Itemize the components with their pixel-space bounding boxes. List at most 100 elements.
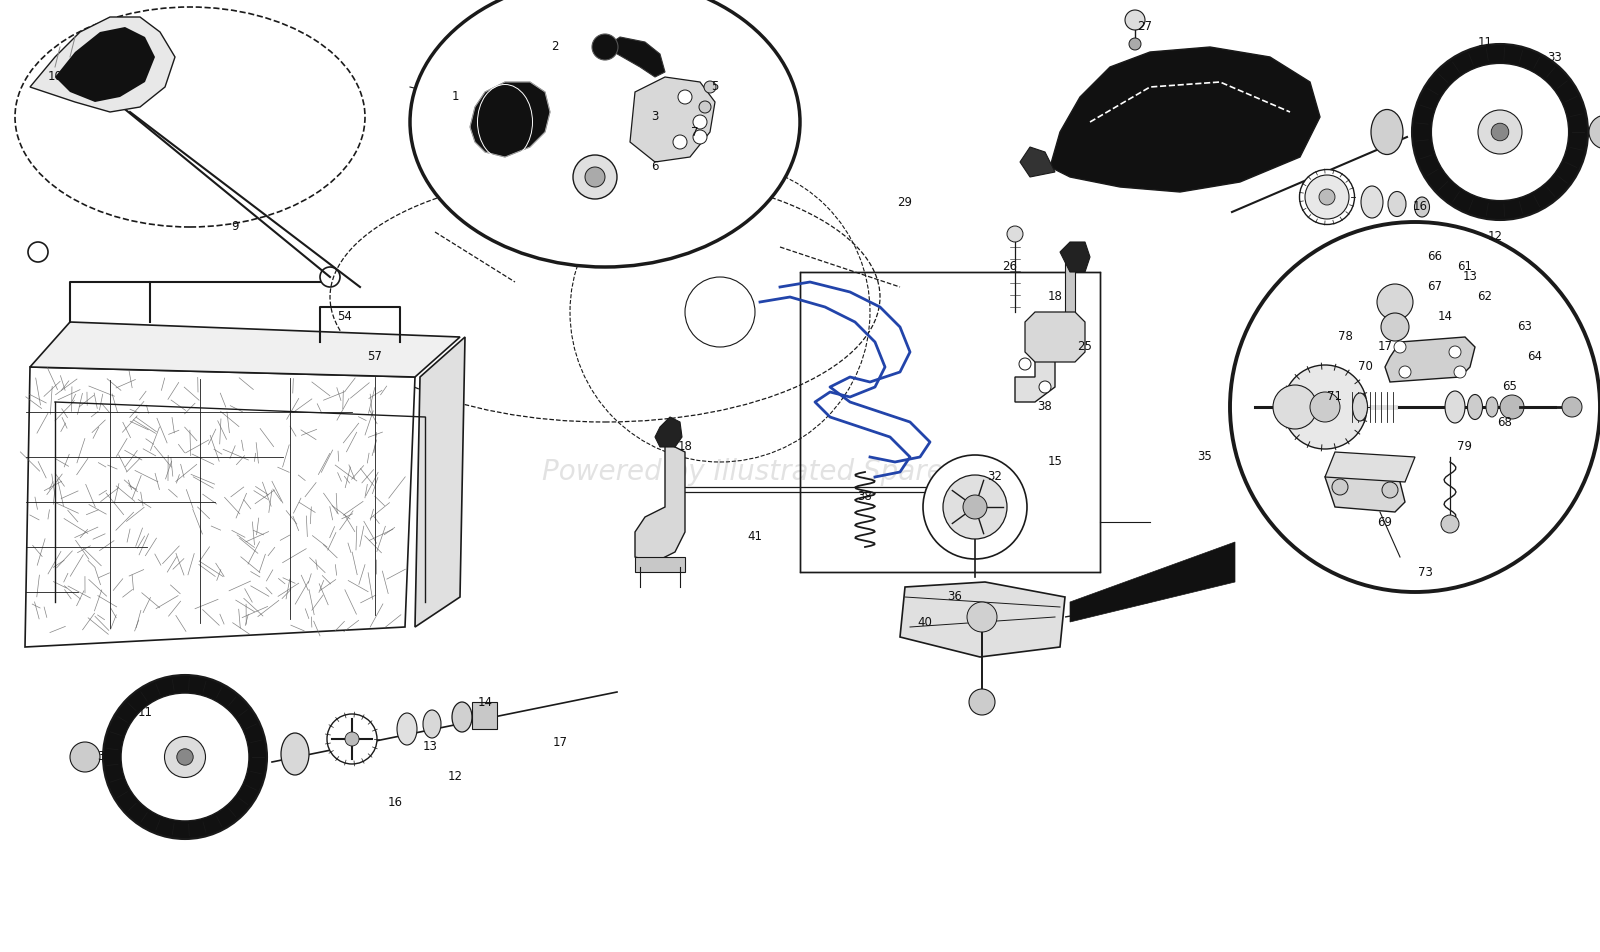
Text: 69: 69 (1378, 515, 1392, 528)
Circle shape (1381, 313, 1410, 341)
Text: 33: 33 (98, 750, 112, 764)
Text: 12: 12 (1488, 230, 1502, 244)
Text: 62: 62 (1477, 290, 1493, 304)
Text: 35: 35 (1198, 450, 1213, 464)
Text: 70: 70 (1357, 361, 1373, 373)
Circle shape (1378, 284, 1413, 320)
Text: 67: 67 (1427, 281, 1443, 293)
Text: 9: 9 (232, 221, 238, 233)
Circle shape (1454, 366, 1466, 378)
Text: 25: 25 (1077, 341, 1093, 353)
Circle shape (1306, 175, 1349, 219)
Circle shape (586, 167, 605, 187)
Circle shape (1274, 385, 1317, 429)
Text: 5: 5 (712, 81, 718, 93)
Circle shape (923, 455, 1027, 559)
Circle shape (1310, 392, 1341, 422)
Ellipse shape (1486, 397, 1498, 417)
Circle shape (693, 115, 707, 129)
Ellipse shape (410, 0, 800, 267)
Circle shape (1450, 346, 1461, 358)
Text: 40: 40 (917, 616, 933, 628)
Polygon shape (635, 557, 685, 572)
Polygon shape (1014, 347, 1054, 402)
Text: 65: 65 (1502, 381, 1517, 393)
Circle shape (1331, 479, 1347, 495)
Ellipse shape (397, 713, 418, 745)
Circle shape (1125, 10, 1146, 30)
Ellipse shape (1371, 109, 1403, 154)
Polygon shape (1070, 542, 1235, 622)
Polygon shape (30, 17, 174, 112)
Circle shape (592, 34, 618, 60)
Polygon shape (1026, 312, 1085, 362)
Ellipse shape (326, 714, 378, 764)
Text: 38: 38 (858, 490, 872, 504)
Circle shape (1432, 64, 1568, 201)
Text: 41: 41 (747, 530, 763, 544)
Circle shape (1038, 381, 1051, 393)
Circle shape (942, 475, 1006, 539)
Text: 13: 13 (1462, 270, 1477, 284)
Text: 2: 2 (552, 41, 558, 53)
Circle shape (1283, 365, 1366, 449)
Text: 14: 14 (477, 696, 493, 708)
Circle shape (1019, 358, 1030, 370)
Text: 36: 36 (947, 590, 963, 604)
Polygon shape (1050, 47, 1320, 192)
Text: 68: 68 (1498, 415, 1512, 428)
Ellipse shape (1362, 186, 1382, 218)
Circle shape (1478, 110, 1522, 154)
Circle shape (699, 101, 710, 113)
Text: 12: 12 (448, 770, 462, 783)
Ellipse shape (1299, 169, 1355, 225)
Circle shape (122, 693, 250, 821)
Text: 7: 7 (691, 126, 699, 138)
Ellipse shape (453, 702, 472, 732)
Circle shape (1318, 189, 1334, 205)
Text: 60: 60 (1197, 90, 1213, 104)
Text: 27: 27 (1138, 21, 1152, 33)
Ellipse shape (422, 710, 442, 738)
Text: 16: 16 (387, 796, 403, 808)
Polygon shape (1021, 147, 1054, 177)
Text: 29: 29 (898, 195, 912, 208)
Polygon shape (472, 702, 498, 729)
Circle shape (1382, 482, 1398, 498)
Text: 14: 14 (1437, 310, 1453, 324)
Polygon shape (1066, 252, 1075, 322)
Text: 11: 11 (1477, 35, 1493, 49)
Text: 18: 18 (1048, 290, 1062, 304)
Text: 16: 16 (1413, 201, 1427, 213)
Polygon shape (899, 582, 1066, 657)
Text: 71: 71 (1328, 390, 1342, 404)
Polygon shape (630, 77, 715, 162)
Text: 61: 61 (1458, 261, 1472, 273)
Text: 10: 10 (48, 70, 62, 84)
Circle shape (704, 81, 717, 93)
Circle shape (70, 742, 101, 772)
Circle shape (178, 749, 194, 765)
Text: 18: 18 (677, 441, 693, 453)
Polygon shape (654, 417, 682, 447)
Text: 57: 57 (368, 350, 382, 364)
Polygon shape (414, 337, 466, 627)
Text: 3: 3 (651, 110, 659, 124)
Text: 26: 26 (1003, 261, 1018, 273)
Ellipse shape (1414, 197, 1429, 217)
Text: 54: 54 (338, 310, 352, 324)
Circle shape (674, 135, 686, 149)
Text: 1: 1 (451, 90, 459, 104)
Circle shape (966, 602, 997, 632)
Circle shape (165, 737, 205, 778)
Circle shape (970, 689, 995, 715)
Polygon shape (1325, 452, 1414, 482)
Ellipse shape (282, 733, 309, 775)
Text: 38: 38 (1038, 401, 1053, 413)
Text: 64: 64 (1528, 350, 1542, 364)
Text: 73: 73 (1418, 565, 1432, 579)
Ellipse shape (1352, 393, 1368, 421)
Text: 63: 63 (1517, 321, 1533, 333)
Circle shape (693, 130, 707, 144)
Circle shape (963, 495, 987, 519)
